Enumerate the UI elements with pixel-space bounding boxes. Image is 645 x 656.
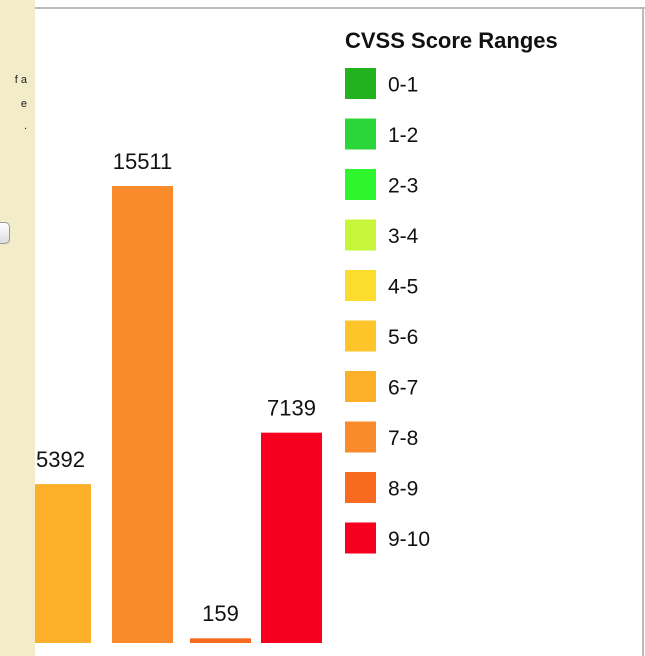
legend-swatch (345, 219, 376, 251)
bar (112, 186, 173, 643)
legend-swatch (345, 270, 376, 301)
legend-swatch (345, 522, 376, 554)
legend-label: 2-3 (388, 175, 418, 198)
sidebar-text: e (20, 98, 27, 110)
bar (30, 484, 91, 643)
sidebar: f a e . (0, 0, 35, 656)
bar (190, 638, 251, 643)
value-label: 159 (202, 601, 239, 626)
value-label: 5392 (36, 447, 85, 472)
legend-swatch (345, 169, 376, 200)
legend-label: 4-5 (388, 276, 418, 299)
legend-swatch (345, 371, 376, 402)
legend-label: 1-2 (388, 124, 418, 147)
sidebar-text: f a (14, 74, 27, 86)
legend-label: 0-1 (388, 74, 418, 97)
value-label: 15511 (113, 149, 173, 174)
legend-label: 3-4 (388, 225, 419, 248)
legend-swatch (345, 421, 376, 453)
legend-label: 9-10 (388, 528, 430, 551)
legend-label: 8-9 (388, 478, 418, 501)
legend-title: CVSS Score Ranges (345, 28, 558, 53)
legend-swatch (345, 472, 376, 503)
legend-label: 6-7 (388, 377, 418, 400)
legend-label: 7-8 (388, 427, 418, 450)
legend-swatch (345, 320, 376, 352)
legend-label: 5-6 (388, 326, 418, 349)
value-label: 7139 (267, 395, 316, 420)
legend-swatch (345, 118, 376, 150)
legend-swatch (345, 68, 376, 99)
bar (261, 432, 322, 643)
sidebar-text: . (23, 120, 27, 132)
button[interactable] (0, 222, 10, 244)
